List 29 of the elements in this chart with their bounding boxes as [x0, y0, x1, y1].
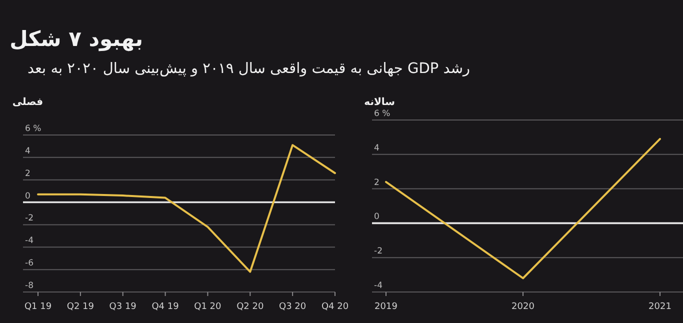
y-tick-label: 6 % — [374, 109, 390, 119]
x-tick-label: Q2 20 — [236, 302, 264, 312]
x-tick-label: Q2 19 — [66, 302, 94, 312]
y-tick-label: 0 — [374, 212, 380, 222]
x-tick-label: 2020 — [512, 302, 535, 312]
chart-title: بهبود ۷ شکل — [10, 27, 143, 52]
x-tick-label: Q1 20 — [194, 302, 222, 312]
x-tick-label: Q3 20 — [279, 302, 306, 312]
y-tick-label: 0 — [25, 191, 30, 202]
x-tick-label: Q4 19 — [152, 302, 180, 312]
y-tick-label: -2 — [25, 214, 34, 224]
y-tick-label: -4 — [374, 281, 382, 291]
x-tick-label: Q4 20 — [321, 302, 349, 312]
y-tick-label: 6 % — [25, 124, 42, 134]
y-axis-title: سالانه — [364, 97, 396, 108]
y-tick-label: -6 — [25, 258, 34, 269]
x-tick-label: 2019 — [374, 302, 398, 312]
y-tick-label: -8 — [25, 281, 34, 291]
y-tick-label: -4 — [25, 236, 34, 246]
x-tick-label: 2021 — [648, 302, 672, 312]
x-tick-label: Q1 19 — [24, 302, 52, 312]
x-tick-label: Q3 19 — [109, 302, 137, 312]
y-tick-label: 4 — [25, 146, 30, 156]
y-tick-label: -2 — [374, 246, 382, 257]
y-tick-label: 2 — [374, 178, 380, 188]
chart-subtitle: رشد GDP جهانی به قیمت واقعی سال ۲۰۱۹ و پیش‌بینی سال ۲۰۲۰ به بعد — [27, 61, 470, 77]
y-axis-title: فصلی — [12, 97, 43, 108]
y-tick-label: 2 — [25, 168, 30, 179]
y-tick-label: 4 — [374, 143, 380, 154]
